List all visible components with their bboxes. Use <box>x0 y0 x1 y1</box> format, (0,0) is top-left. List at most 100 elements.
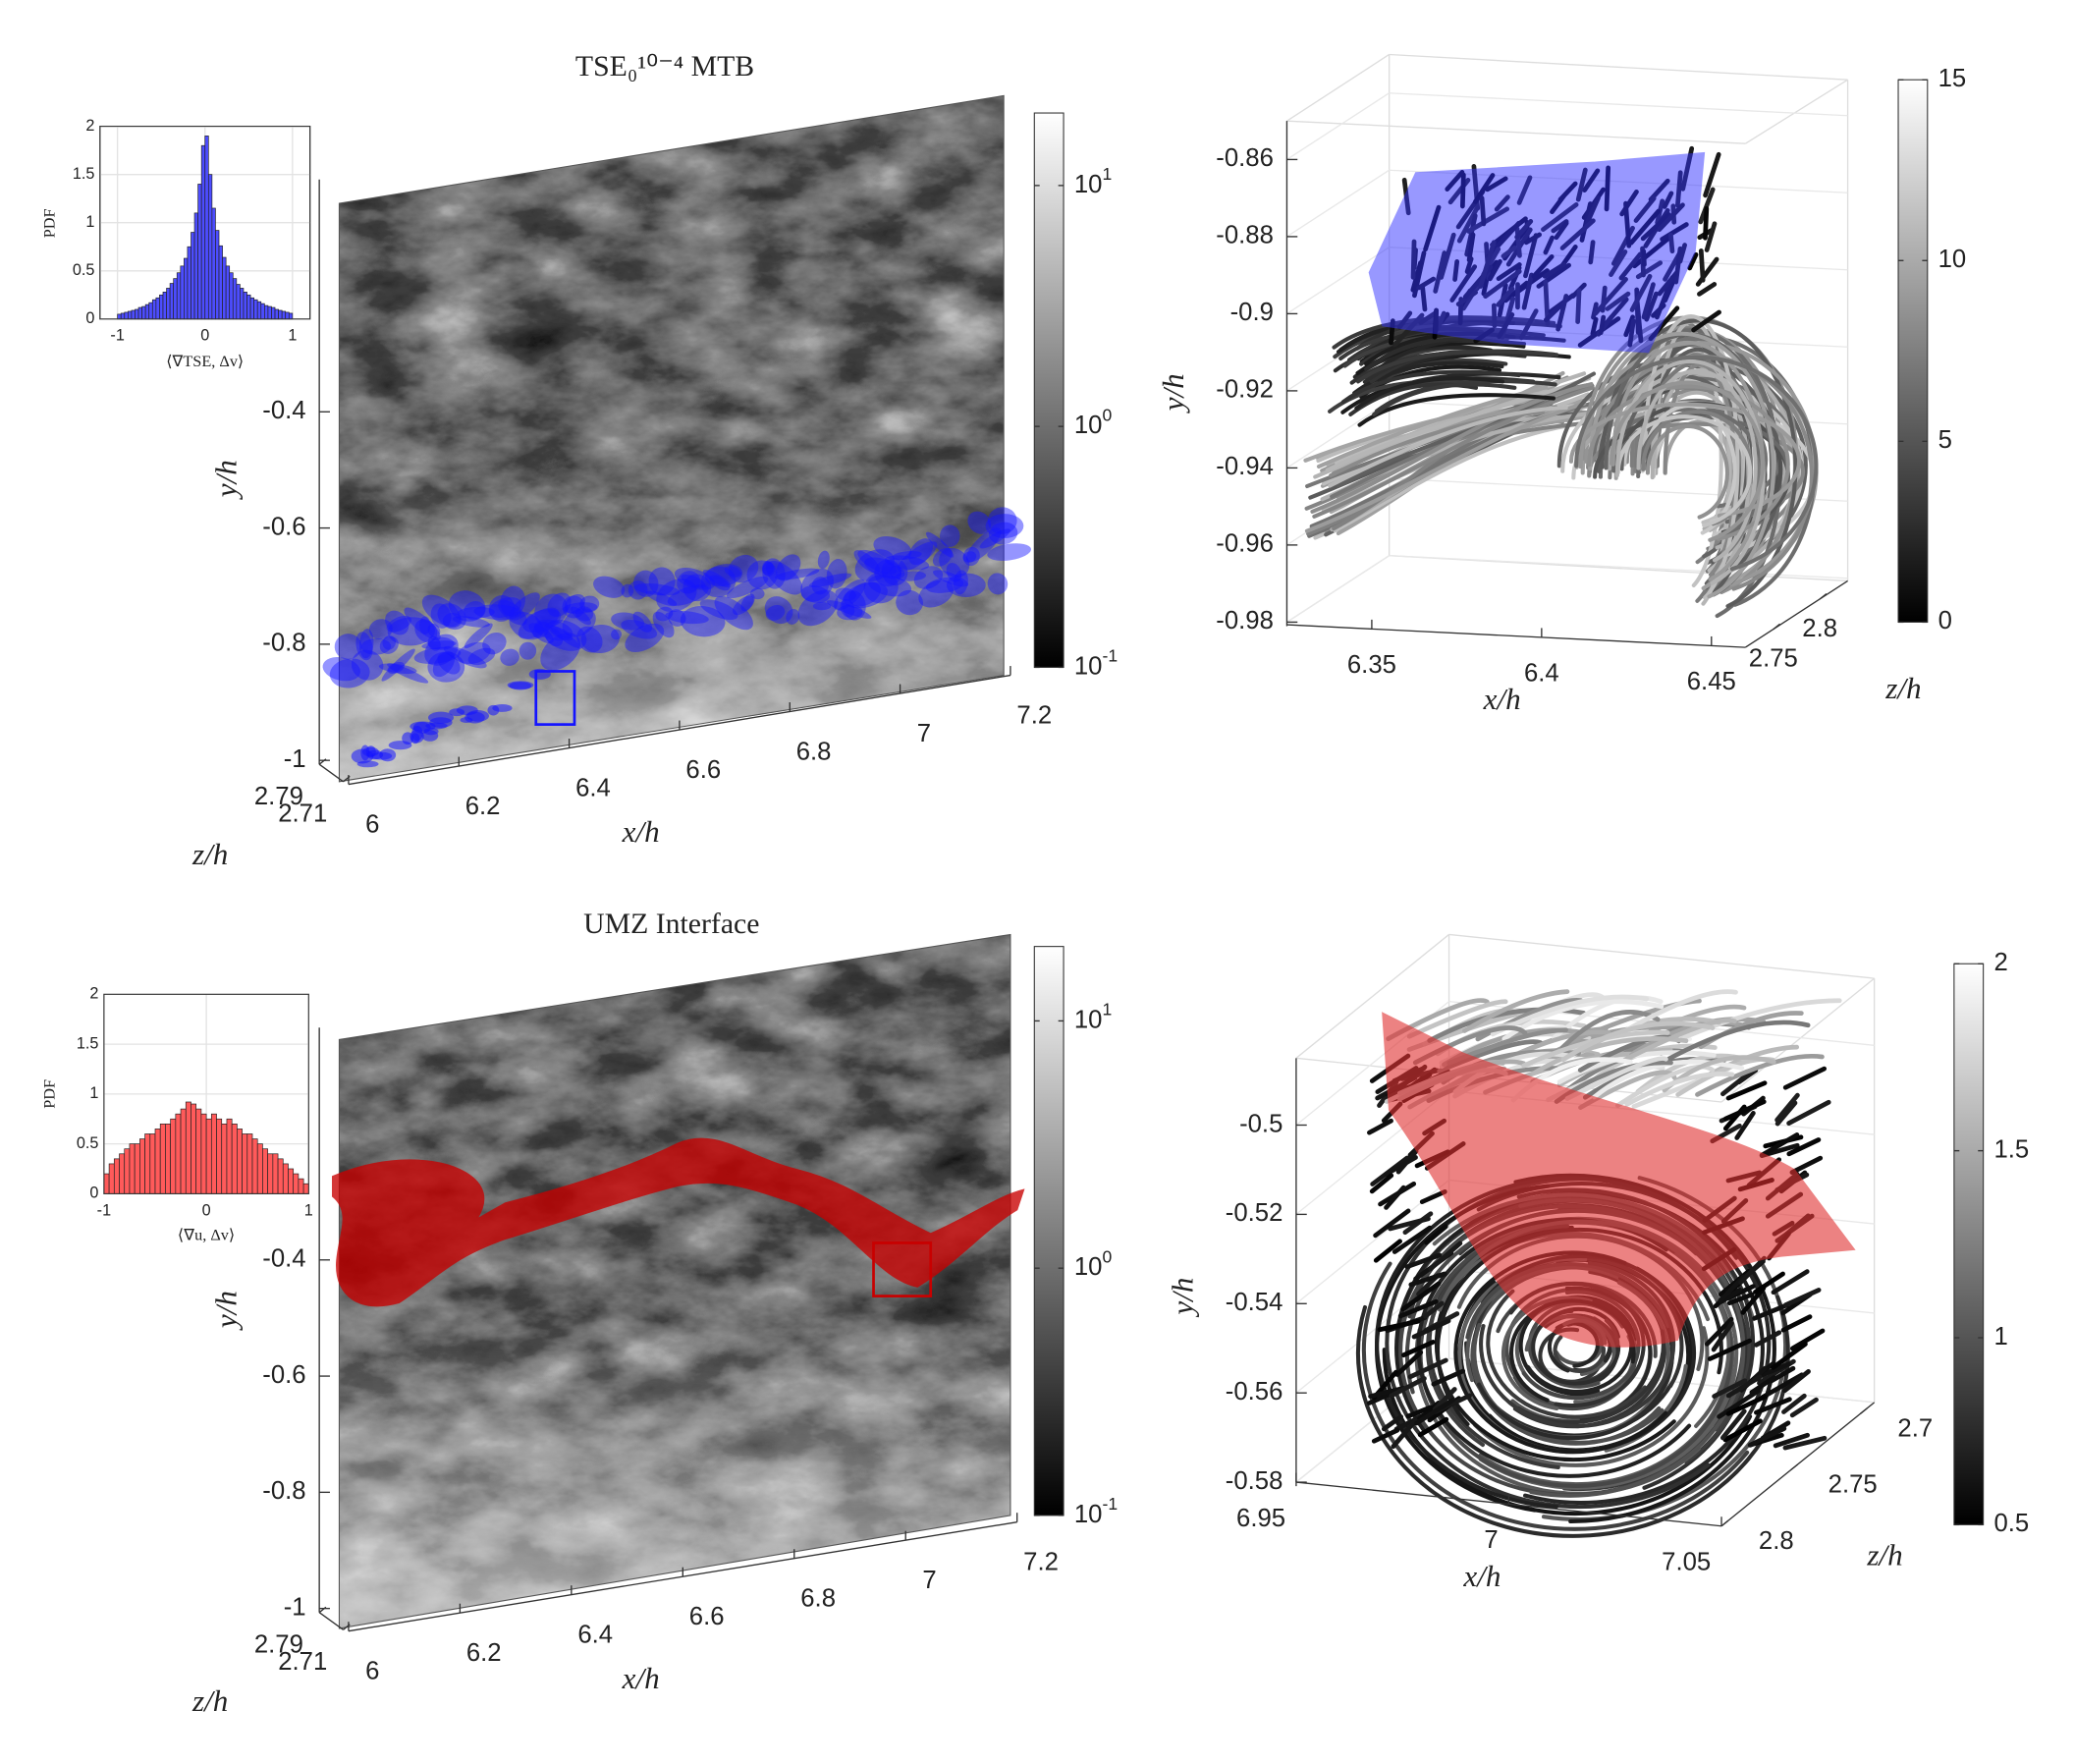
bar <box>277 1158 284 1194</box>
y-tick-label: 0 <box>89 1185 98 1202</box>
surface <box>979 528 1010 549</box>
y-tick-label: -0.8 <box>262 1477 305 1505</box>
colorbar-tick-label: 5 <box>1938 426 1952 454</box>
bar <box>195 1108 202 1194</box>
streamline <box>1615 414 1753 528</box>
surface <box>896 589 923 616</box>
streamline <box>1774 1100 1798 1127</box>
surface <box>733 595 754 616</box>
surface <box>378 663 417 675</box>
surface <box>775 568 820 580</box>
surface <box>843 581 888 609</box>
bar <box>155 297 160 320</box>
bar <box>232 278 238 320</box>
surface <box>413 646 462 664</box>
x-tick-label: -1 <box>110 327 124 345</box>
x-tick-label: 7 <box>922 1567 936 1594</box>
bar <box>282 1163 289 1194</box>
surface <box>702 570 732 588</box>
bar <box>176 272 182 320</box>
z-tick-label: 2.79 <box>254 783 303 810</box>
z-tick <box>1773 623 1780 631</box>
grid-line <box>1389 92 1848 117</box>
surface <box>457 641 491 665</box>
y-tick-label: -1 <box>284 745 306 773</box>
bar <box>200 1113 207 1194</box>
streamline <box>1361 1261 1750 1531</box>
y-tick-label: -0.86 <box>1216 144 1274 172</box>
bar <box>197 184 202 320</box>
bar <box>139 1138 145 1194</box>
y-tick-label: 1.5 <box>73 165 95 183</box>
streamline <box>1473 1326 1710 1467</box>
grid-line <box>1286 401 1391 469</box>
bar <box>185 1101 191 1194</box>
bar <box>267 1153 274 1194</box>
streamline <box>1486 1289 1647 1419</box>
x-axis-label: x/h <box>1483 682 1521 716</box>
box-edge <box>1286 120 1746 144</box>
bar <box>169 283 175 320</box>
surface <box>625 623 665 653</box>
colorbar <box>1033 946 1064 1516</box>
surface <box>464 711 485 724</box>
surface <box>437 603 466 631</box>
bar <box>249 297 254 320</box>
surface <box>645 590 678 607</box>
colorbar-tick-label: 1 <box>1993 1323 2007 1351</box>
surface <box>925 531 955 558</box>
surface <box>655 606 674 622</box>
x-tick-label: -1 <box>97 1201 111 1219</box>
streamline <box>1725 1374 1763 1399</box>
streamline <box>1707 1338 1753 1361</box>
colorbar-tick-label: 101 <box>1074 999 1112 1033</box>
grid-line <box>1286 555 1391 623</box>
streamline <box>1408 1271 1447 1288</box>
x-tick-label: 7 <box>1484 1526 1498 1554</box>
streamline <box>1369 1173 1394 1194</box>
surface <box>765 604 786 621</box>
bar <box>193 212 198 320</box>
surface <box>746 560 778 590</box>
streamline <box>1738 1255 1767 1285</box>
surface <box>714 595 753 631</box>
bar <box>128 310 133 320</box>
surface <box>386 615 412 633</box>
surface <box>761 561 775 578</box>
z-tick <box>318 1606 327 1614</box>
surface <box>632 611 653 633</box>
streamline <box>1698 248 1706 283</box>
bar <box>151 299 157 320</box>
bar <box>251 1138 258 1194</box>
y-tick-label: -0.98 <box>1216 607 1274 634</box>
x-tick-label: 7 <box>917 720 931 747</box>
surface <box>385 610 409 635</box>
slice-edge <box>338 933 1011 1629</box>
surface <box>740 593 755 612</box>
surface <box>892 551 922 560</box>
bar <box>274 308 279 320</box>
streamline <box>1411 1318 1451 1340</box>
y-axis-label: PDF <box>40 1079 58 1109</box>
streamline <box>1703 206 1710 241</box>
y-tick-label: 1 <box>85 213 94 231</box>
x-axis <box>1286 624 1746 648</box>
surface <box>611 629 623 640</box>
surface <box>874 559 901 587</box>
streamline <box>1428 1240 1463 1272</box>
surface <box>967 511 992 534</box>
z-axis <box>1720 1402 1876 1527</box>
surface <box>500 585 525 617</box>
x-tick-label: 6.2 <box>465 793 501 820</box>
bar <box>175 1113 182 1194</box>
bar <box>288 1168 295 1194</box>
surface <box>404 607 441 641</box>
surface <box>652 611 675 638</box>
streamline <box>1328 405 1568 488</box>
surface <box>962 546 980 567</box>
surface <box>913 566 944 589</box>
grid-line <box>1286 169 1391 238</box>
surface <box>419 616 431 634</box>
chart-title: TSE₀¹⁰⁻⁴ MTB <box>575 50 754 83</box>
surface <box>709 575 731 591</box>
